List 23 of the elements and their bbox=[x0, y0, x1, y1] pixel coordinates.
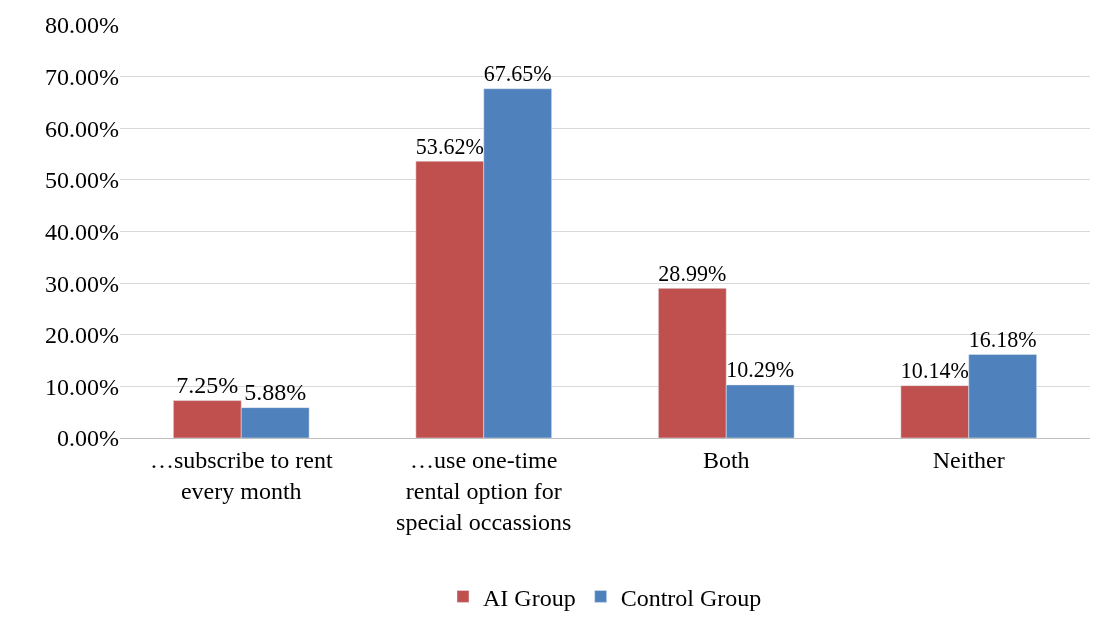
x-tick-label: Both bbox=[702, 446, 750, 473]
y-tick-label: 50.00% bbox=[45, 167, 119, 194]
x-tick-label: Neither bbox=[932, 446, 1005, 473]
data-label: 7.25% bbox=[176, 371, 239, 398]
data-label: 10.29% bbox=[726, 357, 795, 383]
y-tick-label: 0.00% bbox=[57, 425, 119, 452]
data-label: 67.65% bbox=[483, 61, 552, 87]
y-tick-label: 70.00% bbox=[45, 64, 119, 91]
y-tick-label: 10.00% bbox=[45, 373, 119, 400]
y-tick-label: 60.00% bbox=[45, 115, 119, 142]
legend-label: Control Group bbox=[620, 584, 762, 611]
y-tick-label: 20.00% bbox=[45, 322, 119, 349]
y-tick-label: 30.00% bbox=[45, 270, 119, 297]
data-label: 5.88% bbox=[244, 378, 307, 405]
legend-label: AI Group bbox=[483, 584, 576, 611]
x-tick-label: …subscribe to rent every month bbox=[149, 446, 333, 504]
data-label: 28.99% bbox=[658, 260, 727, 286]
data-label: 53.62% bbox=[415, 133, 484, 159]
data-label: 10.14% bbox=[900, 358, 969, 384]
y-tick-label: 40.00% bbox=[45, 218, 119, 245]
data-label: 16.18% bbox=[968, 326, 1037, 352]
x-tick-label: …use one-time rental option for special occassions bbox=[396, 446, 572, 536]
y-tick-label: 80.00% bbox=[45, 12, 119, 39]
